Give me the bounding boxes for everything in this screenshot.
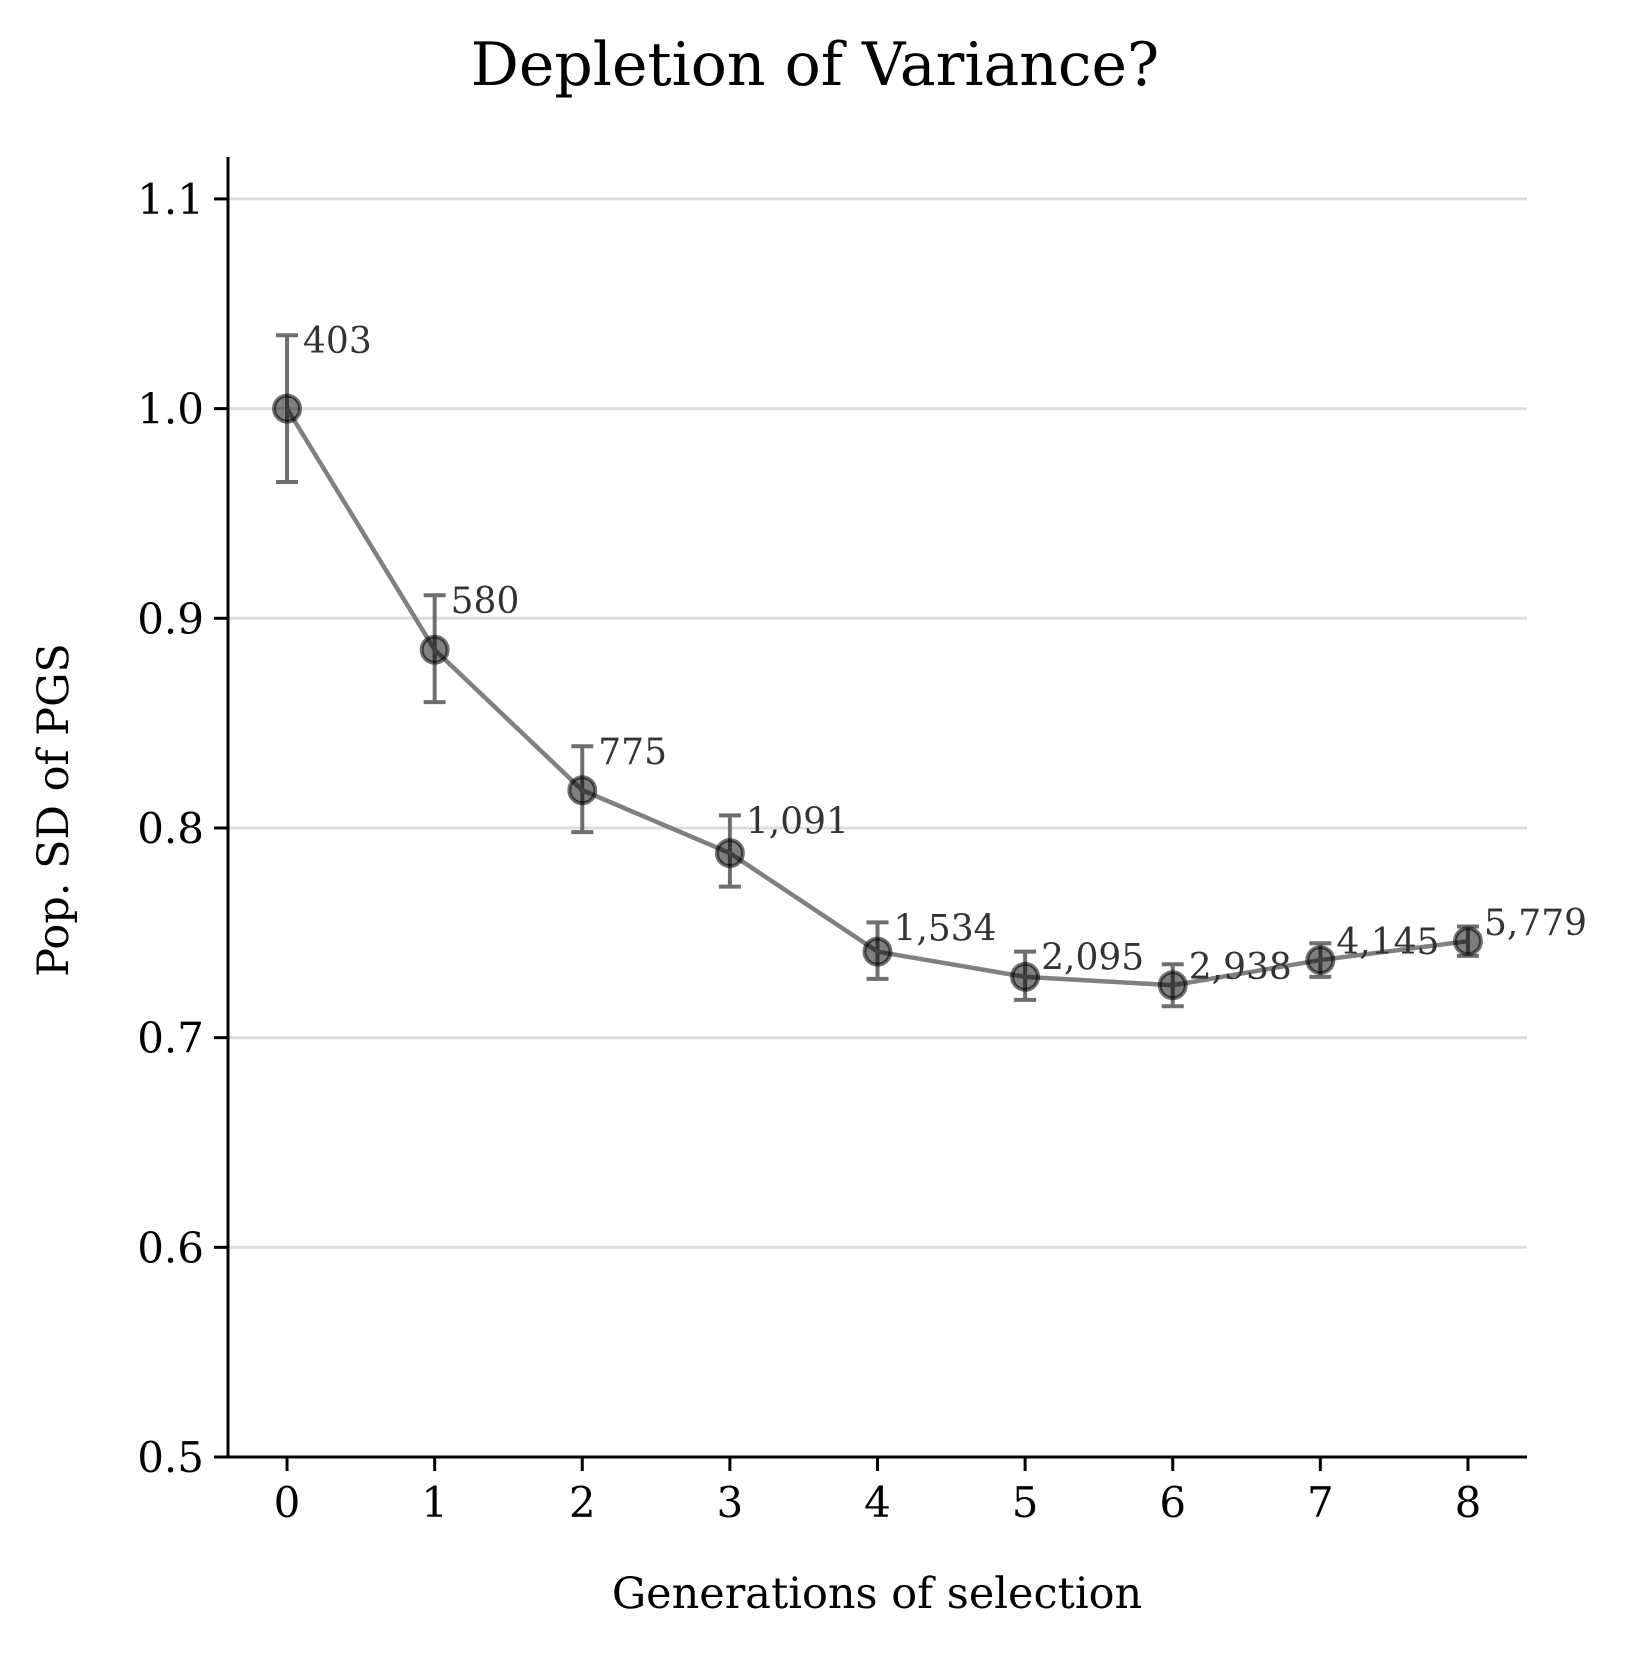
data-point bbox=[272, 393, 303, 424]
data-point bbox=[714, 838, 745, 869]
y-axis-label: Pop. SD of PGS bbox=[29, 643, 79, 977]
y-tick-label: 0.5 bbox=[137, 1433, 204, 1482]
y-tick-label: 0.9 bbox=[137, 594, 204, 643]
data-label: 580 bbox=[451, 581, 520, 622]
y-tick-label: 1.0 bbox=[137, 385, 204, 434]
x-axis-ticks: 0 1 2 3 4 5 6 7 8 bbox=[274, 1457, 1482, 1527]
x-tick-label: 0 bbox=[274, 1478, 301, 1527]
data-point bbox=[419, 634, 450, 665]
data-label: 403 bbox=[303, 321, 372, 362]
y-tick-label: 0.6 bbox=[137, 1223, 204, 1272]
x-tick-label: 5 bbox=[1012, 1478, 1039, 1527]
data-point bbox=[567, 775, 598, 806]
x-axis-label: Generations of selection bbox=[612, 1569, 1142, 1619]
data-point bbox=[1452, 926, 1483, 957]
x-tick-label: 8 bbox=[1455, 1478, 1482, 1527]
chart-title: Depletion of Variance? bbox=[471, 30, 1159, 100]
data-point bbox=[862, 936, 893, 967]
series-line bbox=[285, 407, 1469, 988]
x-tick-label: 1 bbox=[421, 1478, 448, 1527]
data-point bbox=[1157, 970, 1188, 1001]
series-group: 403 580 775 1,091 1,534 2,095 2,938 4,145 5,779 bbox=[272, 321, 1587, 1009]
data-label: 4,145 bbox=[1336, 922, 1439, 963]
x-tick-label: 2 bbox=[569, 1478, 596, 1527]
data-label: 775 bbox=[598, 732, 667, 773]
data-label: 2,095 bbox=[1041, 938, 1144, 979]
y-tick-label: 0.8 bbox=[137, 804, 204, 853]
data-label: 1,534 bbox=[894, 908, 997, 949]
x-tick-label: 4 bbox=[864, 1478, 891, 1527]
data-label: 5,779 bbox=[1484, 903, 1587, 944]
y-tick-label: 0.7 bbox=[137, 1014, 204, 1063]
data-point bbox=[1010, 961, 1041, 992]
x-tick-label: 6 bbox=[1159, 1478, 1186, 1527]
data-point bbox=[1305, 945, 1336, 976]
x-tick-label: 3 bbox=[717, 1478, 744, 1527]
data-label: 2,938 bbox=[1189, 947, 1292, 988]
y-tick-label: 1.1 bbox=[137, 175, 204, 224]
x-tick-label: 7 bbox=[1307, 1478, 1334, 1527]
data-label: 1,091 bbox=[746, 801, 849, 842]
y-axis-ticks: 0.5 0.6 0.7 0.8 0.9 1.0 1.1 bbox=[137, 175, 228, 1482]
grid bbox=[228, 197, 1527, 1249]
